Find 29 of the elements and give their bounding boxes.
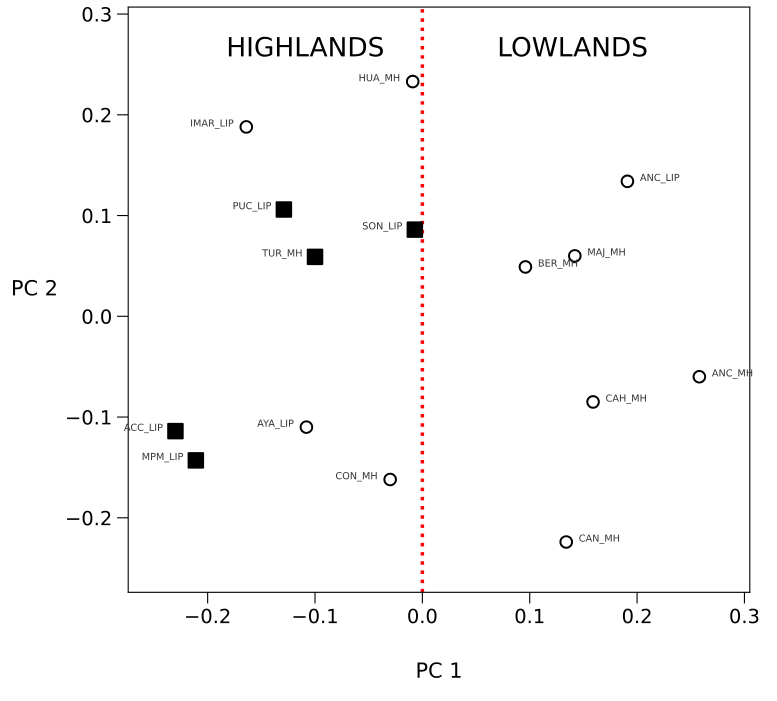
x-tick-label: 0.0	[408, 608, 437, 624]
x-tick-label: 0.2	[622, 608, 651, 624]
x-tick-label: −0.2	[186, 608, 230, 624]
y-tick-label: 0.3	[82, 7, 111, 22]
annotation: IMAR_LIP	[191, 119, 234, 129]
annotation: TUR_MH	[262, 249, 302, 259]
x-tick-label: 0.1	[516, 608, 544, 624]
annotation: CAH_MH	[606, 394, 646, 404]
annotation: PUC_LIP	[234, 202, 272, 212]
y-tick-label: 0.0	[82, 309, 111, 324]
annotation: LOWLANDS	[500, 36, 647, 57]
x-tick-label: −0.1	[293, 608, 337, 624]
annotation: BER_MH	[538, 259, 578, 269]
annotation: HIGHLANDS	[228, 36, 383, 57]
annotation: ANC_LIP	[640, 174, 680, 184]
x-axis-title: PC 1	[418, 662, 461, 678]
annotation: HUA_MH	[360, 74, 400, 84]
annotation: SON_LIP	[362, 222, 402, 232]
y-tick-label: −0.1	[67, 410, 110, 425]
annotation: CAN_MH	[579, 534, 620, 544]
y-axis-title: PC 2	[13, 280, 56, 296]
annotation: CON_MH	[336, 472, 377, 482]
annotation: MAJ_MH	[588, 248, 625, 258]
y-tick-label: 0.2	[82, 108, 110, 122]
y-tick-label: 0.1	[82, 208, 110, 224]
y-tick-label: −0.2	[67, 510, 110, 526]
annotation: MPM_LIP	[142, 452, 184, 462]
x-tick-label: 0.3	[730, 608, 758, 624]
annotation: AYA_LIP	[257, 420, 294, 430]
